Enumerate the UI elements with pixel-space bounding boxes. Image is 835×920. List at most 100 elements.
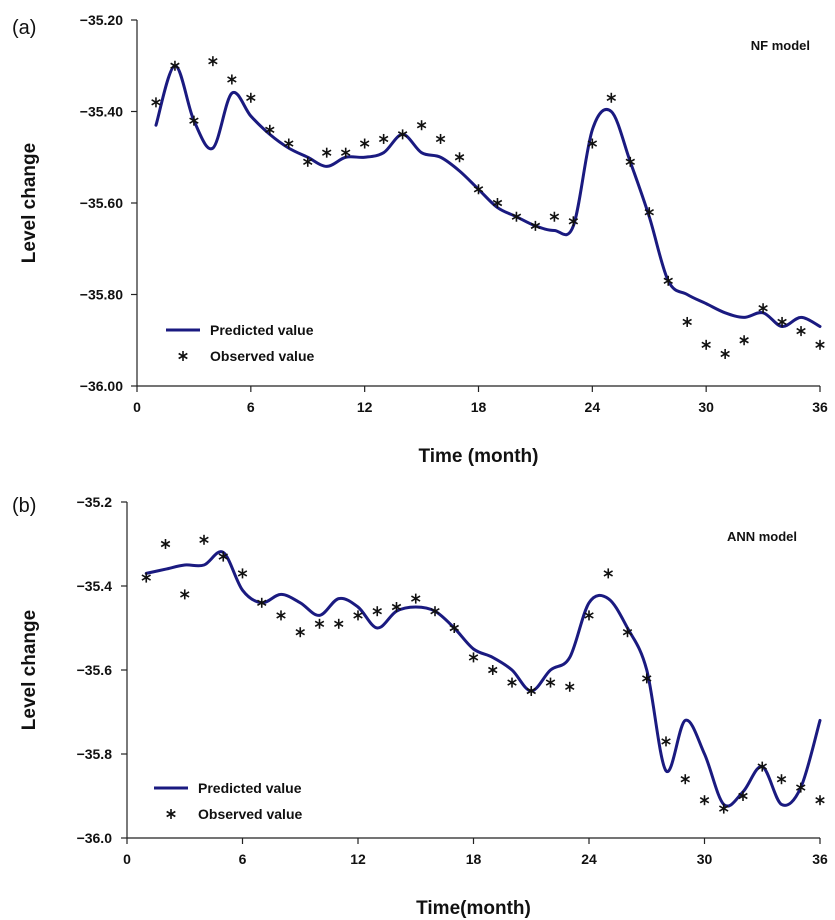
observed-point: [603, 568, 613, 579]
x-tick-label: 30: [698, 399, 714, 415]
chart-panel-a: (a) −36.00 −35.80 −35.60 −35.40 −35.20 0 6 12 18 2…: [12, 12, 828, 467]
observed-point: [701, 339, 711, 350]
observed-point: [757, 761, 767, 772]
y-tick-label: −35.60: [80, 195, 123, 211]
observed-point: [430, 606, 440, 617]
observed-point: [218, 551, 228, 562]
y-tick-label: −35.4: [77, 578, 113, 594]
y-tick-label: −35.2: [77, 494, 113, 510]
observed-point: [276, 610, 286, 621]
observed-point: [530, 220, 541, 231]
observed-point: [606, 92, 617, 103]
observed-point: [680, 774, 690, 785]
observed-point: [815, 795, 825, 806]
observed-value-markers: [141, 534, 825, 814]
observed-point: [208, 56, 218, 67]
observed-point: [454, 152, 465, 163]
y-tick-label: −35.40: [80, 104, 123, 120]
x-tick-label: 0: [123, 851, 131, 867]
observed-point: [411, 593, 421, 604]
observed-point: [682, 316, 692, 327]
x-tick-label: 12: [350, 851, 366, 867]
observed-point: [435, 133, 446, 144]
observed-point: [568, 216, 579, 227]
observed-point: [353, 610, 363, 621]
legend-star-swatch: [166, 809, 176, 819]
observed-point: [237, 568, 248, 579]
observed-point: [199, 534, 209, 545]
observed-point: [587, 138, 598, 149]
legend: Predicted value Observed value: [154, 780, 302, 822]
x-tick-label: 18: [466, 851, 482, 867]
x-tick-label: 6: [239, 851, 247, 867]
observed-point: [644, 207, 654, 218]
observed-point: [227, 74, 237, 85]
observed-point: [321, 147, 332, 158]
observed-point: [777, 316, 787, 327]
observed-point: [661, 736, 671, 747]
x-tick-label: 36: [812, 399, 828, 415]
x-tick-label: 30: [697, 851, 713, 867]
observed-point: [642, 673, 652, 684]
observed-point: [758, 303, 768, 314]
observed-point: [449, 623, 459, 633]
observed-point: [303, 156, 313, 167]
observed-point: [257, 597, 267, 608]
x-axis-title: Time (month): [419, 446, 539, 467]
observed-point: [473, 184, 484, 195]
observed-point: [468, 652, 479, 663]
observed-point: [488, 665, 498, 675]
observed-point: [549, 211, 560, 222]
observed-point: [492, 198, 503, 208]
observed-value-markers: [151, 56, 825, 359]
observed-point: [584, 610, 594, 621]
observed-point: [180, 589, 190, 600]
legend-star-swatch: [178, 351, 188, 361]
observed-point: [565, 681, 575, 692]
observed-point: [391, 602, 402, 612]
observed-point: [314, 618, 325, 629]
observed-point: [738, 791, 748, 801]
legend-entry-label: Observed value: [210, 348, 314, 364]
observed-point: [776, 774, 787, 785]
observed-point: [334, 618, 344, 629]
observed-point: [160, 539, 171, 549]
observed-point: [416, 120, 427, 131]
observed-point: [622, 627, 633, 638]
observed-point: [340, 147, 351, 158]
model-label: ANN model: [727, 529, 797, 544]
observed-point: [265, 124, 275, 135]
observed-point: [507, 677, 517, 688]
x-tick-label: 24: [585, 399, 601, 415]
x-tick-label: 0: [133, 399, 141, 415]
predicted-value-line: [154, 64, 822, 329]
observed-point: [720, 348, 730, 359]
x-tick-label: 18: [471, 399, 487, 415]
x-tick-label: 24: [581, 851, 597, 867]
x-tick-label: 6: [247, 399, 255, 415]
y-tick-label: −36.00: [80, 378, 123, 394]
observed-point: [511, 211, 522, 222]
observed-point: [739, 335, 749, 346]
y-tick-label: −35.8: [77, 746, 113, 762]
observed-point: [545, 677, 556, 688]
observed-point: [719, 803, 729, 814]
legend-entry-label: Predicted value: [198, 780, 302, 796]
observed-point: [295, 627, 305, 638]
observed-point: [372, 606, 382, 617]
observed-point: [663, 275, 673, 286]
model-label: NF model: [751, 38, 810, 53]
observed-point: [397, 129, 408, 140]
observed-point: [170, 60, 180, 71]
chart-panel-b: (b) −36.0 −35.8 −35.6 −35.4 −35.2 0 6 12 18 24 30 36…: [12, 494, 828, 919]
y-tick-label: −35.6: [77, 662, 113, 678]
predicted-value-line: [144, 550, 822, 808]
panel-label: (b): [12, 495, 36, 517]
legend-entry-label: Predicted value: [210, 322, 314, 338]
y-tick-label: −35.20: [80, 12, 123, 28]
observed-point: [189, 115, 199, 126]
observed-point: [141, 572, 151, 583]
observed-point: [378, 133, 389, 144]
observed-point: [625, 156, 636, 167]
